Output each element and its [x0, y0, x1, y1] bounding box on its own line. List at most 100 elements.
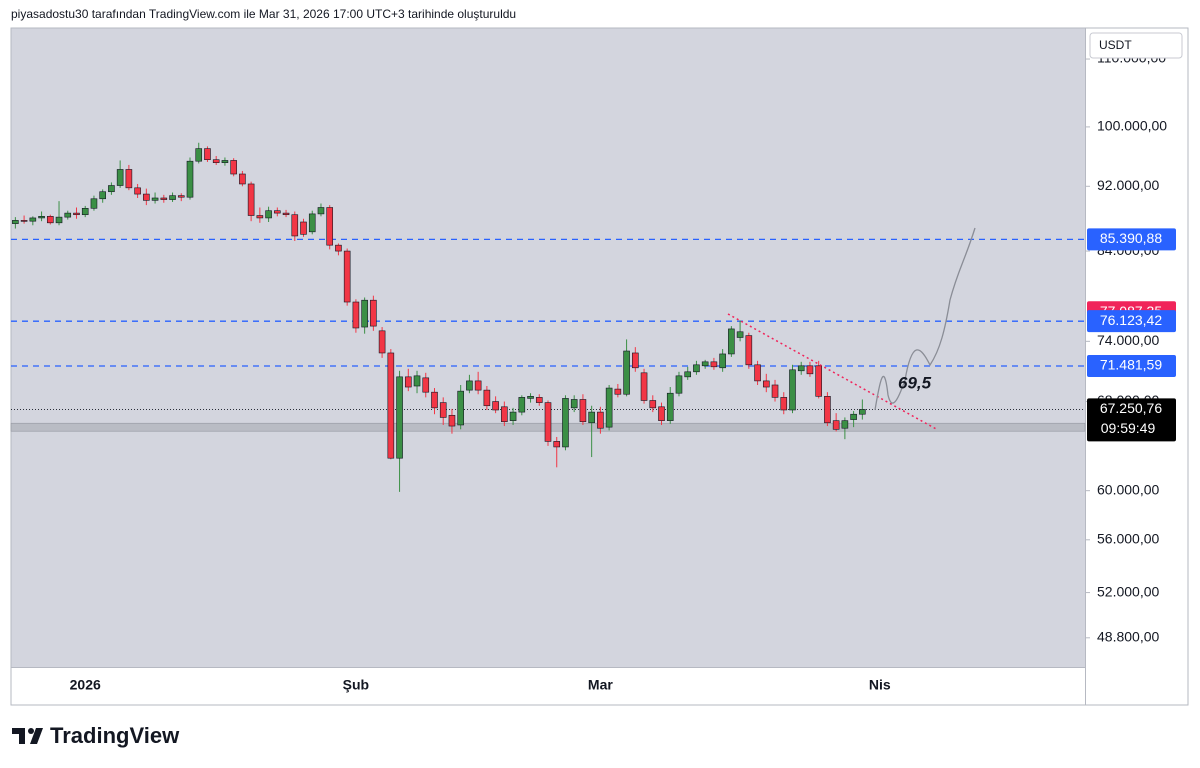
- candle-body: [736, 331, 744, 338]
- candle-body: [20, 220, 28, 222]
- candle-body: [501, 406, 508, 423]
- candle-body: [710, 361, 718, 368]
- price-axis: 110.000,00100.000,0092.000,0084.000,0074…: [1085, 50, 1167, 645]
- candle-body: [850, 413, 857, 420]
- candle-body: [448, 414, 456, 427]
- plot-area: [11, 28, 1085, 667]
- logo-dot: [28, 728, 34, 734]
- candle-body: [806, 365, 814, 375]
- candle-body: [535, 397, 543, 403]
- candle-body: [73, 212, 80, 216]
- candle-body: [658, 406, 665, 421]
- candle-body: [274, 210, 281, 214]
- candle-body: [457, 390, 464, 426]
- candle-body: [99, 191, 106, 200]
- candle-body: [46, 216, 54, 224]
- candle-body: [343, 250, 351, 303]
- candle-body: [265, 210, 272, 219]
- candle-body: [55, 216, 63, 224]
- candle-body: [29, 217, 37, 222]
- candle-body: [579, 399, 587, 423]
- candle-body: [308, 213, 316, 233]
- candle-body: [125, 169, 133, 189]
- candle-body: [151, 197, 159, 201]
- candle-body: [553, 441, 561, 448]
- candles: [12, 142, 866, 492]
- candle-body: [562, 398, 569, 448]
- candle-body: [675, 375, 683, 394]
- projection-drawing: [874, 227, 976, 411]
- candle-body: [143, 193, 150, 201]
- candle-body: [789, 369, 796, 411]
- level-label-box: [1087, 310, 1176, 333]
- candle-body: [422, 377, 430, 393]
- candle-body: [771, 384, 779, 398]
- candle-body: [387, 352, 395, 459]
- candle-body: [396, 376, 403, 459]
- candle-body: [701, 361, 709, 367]
- candle-body: [64, 212, 72, 218]
- y-tick-label: 52.000,00: [1097, 583, 1159, 599]
- candle-body: [212, 159, 220, 163]
- candle-body: [859, 409, 866, 415]
- x-tick-label: Nis: [869, 677, 891, 693]
- candle-body: [693, 364, 700, 373]
- candle-body: [597, 411, 604, 429]
- candle-body: [684, 371, 692, 378]
- candle-body: [370, 299, 377, 327]
- candle-body: [335, 244, 342, 252]
- candle-body: [780, 397, 788, 411]
- level-label: 71.481,59: [1100, 357, 1162, 373]
- candle-body: [605, 387, 613, 428]
- candle-body: [81, 207, 89, 216]
- candle-body: [361, 299, 368, 328]
- level-label: 76.123,42: [1100, 312, 1162, 328]
- candle-body: [815, 365, 822, 397]
- candle-body: [492, 401, 499, 411]
- currency-box[interactable]: [1089, 32, 1183, 59]
- candle-body: [378, 330, 386, 354]
- candle-body: [754, 364, 761, 382]
- candle-body: [326, 207, 334, 246]
- candle-body: [108, 185, 115, 193]
- candle-body: [186, 160, 194, 198]
- candle-body: [439, 402, 447, 418]
- candle-body: [38, 216, 45, 219]
- candle-body: [745, 335, 753, 366]
- y-tick-label: 100.000,00: [1097, 118, 1167, 134]
- candle-body: [160, 197, 168, 200]
- candle-body: [474, 380, 482, 391]
- candle-body: [483, 389, 491, 407]
- logo-mark: [12, 728, 43, 744]
- level-label-box: [1087, 354, 1176, 377]
- candle-body: [614, 388, 622, 395]
- candle-body: [317, 207, 325, 215]
- candle-body: [239, 173, 246, 185]
- candle-body: [291, 214, 299, 237]
- annotation: 69,5: [898, 373, 932, 392]
- candle-body: [841, 420, 849, 429]
- candle-body: [90, 198, 98, 209]
- y-tick-label: 56.000,00: [1097, 531, 1159, 547]
- candle-body: [282, 212, 290, 216]
- candle-body: [413, 375, 421, 387]
- candle-body: [352, 301, 360, 329]
- y-tick-label: 60.000,00: [1097, 481, 1159, 497]
- candle-body: [247, 183, 255, 216]
- x-tick-label: Mar: [588, 677, 613, 693]
- candle-body: [177, 195, 185, 198]
- x-tick-label: Şub: [343, 677, 369, 693]
- candle-body: [116, 169, 124, 186]
- candle-body: [719, 353, 726, 369]
- logo: [12, 728, 43, 744]
- y-tick-label: 74.000,00: [1097, 332, 1159, 348]
- candle-body: [666, 392, 674, 421]
- last-price-box: [1087, 398, 1176, 442]
- candle-body: [431, 391, 438, 409]
- candle-body: [824, 396, 831, 424]
- candle-body: [404, 376, 412, 388]
- candle-body: [762, 380, 770, 388]
- y-tick-label: 48.800,00: [1097, 629, 1159, 645]
- time-axis: 2026 Şub Mar Nis: [70, 677, 891, 693]
